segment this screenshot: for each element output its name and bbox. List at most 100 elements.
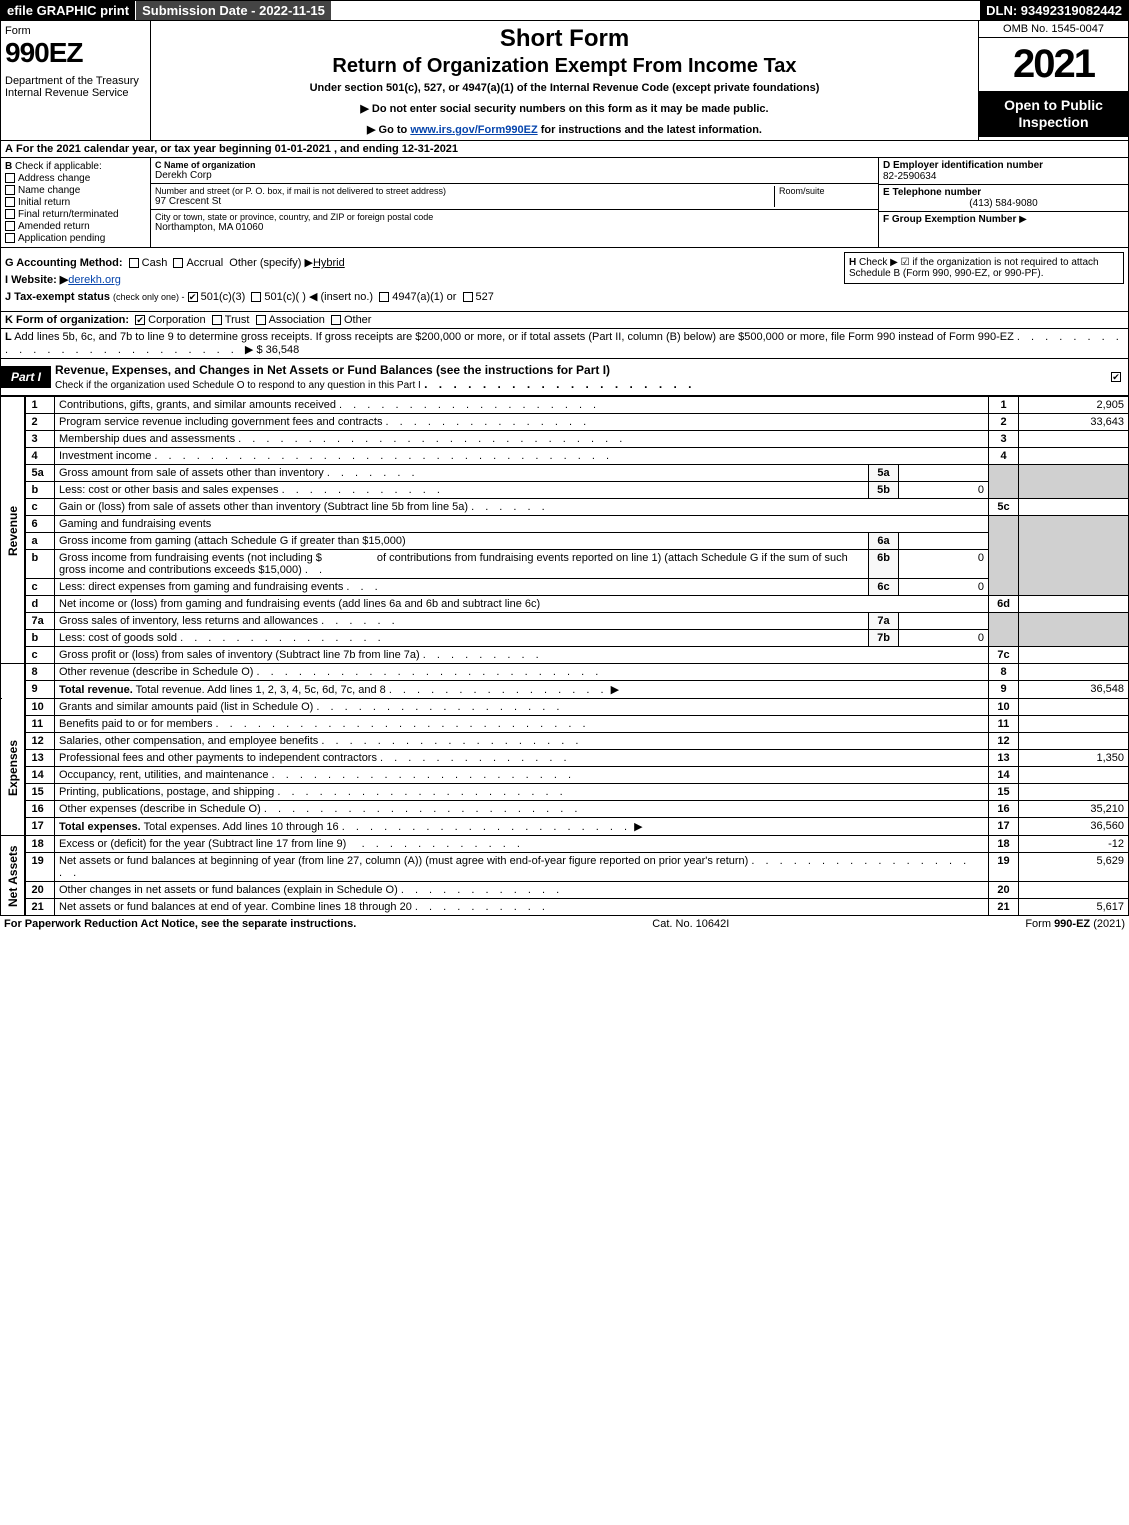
l20-rnum: 20 [989, 882, 1019, 899]
l17-text: Total expenses. Total expenses. Add line… [55, 818, 989, 836]
checkbox-527[interactable] [463, 292, 473, 302]
l5a-sublab: 5a [869, 465, 899, 482]
l10-rval [1019, 699, 1129, 716]
l5c-rnum: 5c [989, 499, 1019, 516]
checkbox-trust[interactable] [212, 315, 222, 325]
submission-date: Submission Date - 2022-11-15 [135, 1, 331, 20]
l1-rval: 2,905 [1019, 397, 1129, 414]
return-title: Return of Organization Exempt From Incom… [155, 55, 974, 78]
footer-mid: Cat. No. 10642I [356, 918, 1025, 930]
checkbox-4947[interactable] [379, 292, 389, 302]
i-label: I Website: ▶ [5, 274, 68, 286]
website-link[interactable]: derekh.org [68, 274, 121, 286]
l-label: L [5, 331, 12, 343]
l8-text: Other revenue (describe in Schedule O) .… [55, 664, 989, 681]
dln: DLN: 93492319082442 [980, 1, 1128, 20]
col-b: B Check if applicable: Address change Na… [1, 158, 151, 247]
col-c: C Name of organization Derekh Corp Numbe… [151, 158, 878, 247]
dept-label: Department of the Treasury Internal Reve… [5, 75, 146, 99]
l14-text: Occupancy, rent, utilities, and maintena… [55, 767, 989, 784]
checkbox-corporation[interactable] [135, 315, 145, 325]
l2-num: 2 [25, 414, 55, 431]
l18-text: Excess or (deficit) for the year (Subtra… [55, 836, 989, 853]
l6d-num: d [25, 596, 55, 613]
l14-rval [1019, 767, 1129, 784]
b-item-1: Name change [18, 185, 80, 196]
c-room-cell: Room/suite [774, 186, 874, 207]
j-opt2: 501(c)( ) ◀ (insert no.) [264, 291, 373, 303]
checkbox-501c[interactable] [251, 292, 261, 302]
l2-rval: 33,643 [1019, 414, 1129, 431]
col-def: D Employer identification number 82-2590… [878, 158, 1128, 247]
l9-text: Total revenue. Total revenue. Add lines … [55, 681, 989, 699]
l7a-subval [899, 613, 989, 630]
checkbox-other-org[interactable] [331, 315, 341, 325]
checkbox-final-return[interactable] [5, 209, 15, 219]
l11-num: 11 [25, 716, 55, 733]
l9-rnum: 9 [989, 681, 1019, 699]
e-cell: E Telephone number (413) 584-9080 [879, 185, 1128, 212]
l15-num: 15 [25, 784, 55, 801]
ein: 82-2590634 [883, 171, 1124, 182]
l20-num: 20 [25, 882, 55, 899]
l10-rnum: 10 [989, 699, 1019, 716]
l6c-num: c [25, 579, 55, 596]
l1-text: Contributions, gifts, grants, and simila… [55, 397, 989, 414]
row-l: L Add lines 5b, 6c, and 7b to line 9 to … [0, 329, 1129, 359]
l6-num: 6 [25, 516, 55, 533]
l15-text: Printing, publications, postage, and shi… [55, 784, 989, 801]
goto-note: ▶ Go to www.irs.gov/Form990EZ for instru… [155, 123, 974, 136]
checkbox-address-change[interactable] [5, 173, 15, 183]
c-city-label: City or town, state or province, country… [155, 212, 874, 222]
j-suffix: (check only one) - [113, 292, 185, 302]
header-left: Form 990EZ Department of the Treasury In… [1, 21, 151, 140]
side-empty-1 [1, 664, 25, 681]
checkbox-cash[interactable] [129, 258, 139, 268]
l4-num: 4 [25, 448, 55, 465]
l8-num: 8 [25, 664, 55, 681]
c-street-label: Number and street (or P. O. box, if mail… [155, 186, 774, 196]
h-box: H Check ▶ ☑ if the organization is not r… [844, 252, 1124, 284]
checkbox-accrual[interactable] [173, 258, 183, 268]
part-i-label: Part I [1, 366, 51, 388]
l6d-rnum: 6d [989, 596, 1019, 613]
l13-rnum: 13 [989, 750, 1019, 767]
l7b-text: Less: cost of goods sold . . . . . . . .… [55, 630, 869, 647]
part-i-sub: Check if the organization used Schedule … [55, 380, 421, 391]
l21-rval: 5,617 [1019, 899, 1129, 916]
side-expenses: Expenses [1, 699, 25, 836]
checkbox-name-change[interactable] [5, 185, 15, 195]
g-label: G Accounting Method: [5, 257, 123, 269]
l5a-text: Gross amount from sale of assets other t… [55, 465, 869, 482]
checkbox-application-pending[interactable] [5, 233, 15, 243]
checkbox-association[interactable] [256, 315, 266, 325]
l7b-sublab: 7b [869, 630, 899, 647]
checkbox-amended-return[interactable] [5, 221, 15, 231]
b-item-3: Final return/terminated [18, 209, 119, 220]
row-a-label: A [5, 143, 13, 155]
l7c-rnum: 7c [989, 647, 1019, 664]
c-city-cell: City or town, state or province, country… [151, 210, 878, 235]
top-bar: efile GRAPHIC print Submission Date - 20… [0, 0, 1129, 21]
efile-print-button[interactable]: efile GRAPHIC print [1, 1, 135, 20]
g-other: Other (specify) ▶ [229, 257, 313, 269]
l7ab-rnum-grey [989, 613, 1019, 647]
checkbox-schedule-o[interactable] [1111, 372, 1121, 382]
lines-table: Revenue 1 Contributions, gifts, grants, … [0, 396, 1129, 916]
checkbox-501c3[interactable] [188, 292, 198, 302]
b-item-2: Initial return [18, 197, 70, 208]
tax-year: 2021 [979, 38, 1128, 91]
l4-rnum: 4 [989, 448, 1019, 465]
l11-rnum: 11 [989, 716, 1019, 733]
l2-rnum: 2 [989, 414, 1019, 431]
l6c-text: Less: direct expenses from gaming and fu… [55, 579, 869, 596]
goto-suffix: for instructions and the latest informat… [538, 124, 762, 136]
l5b-text: Less: cost or other basis and sales expe… [55, 482, 869, 499]
page-footer: For Paperwork Reduction Act Notice, see … [0, 916, 1129, 932]
g-accrual: Accrual [186, 257, 223, 269]
checkbox-initial-return[interactable] [5, 197, 15, 207]
l17-rnum: 17 [989, 818, 1019, 836]
l5c-rval [1019, 499, 1129, 516]
irs-link[interactable]: www.irs.gov/Form990EZ [410, 124, 537, 136]
l12-text: Salaries, other compensation, and employ… [55, 733, 989, 750]
